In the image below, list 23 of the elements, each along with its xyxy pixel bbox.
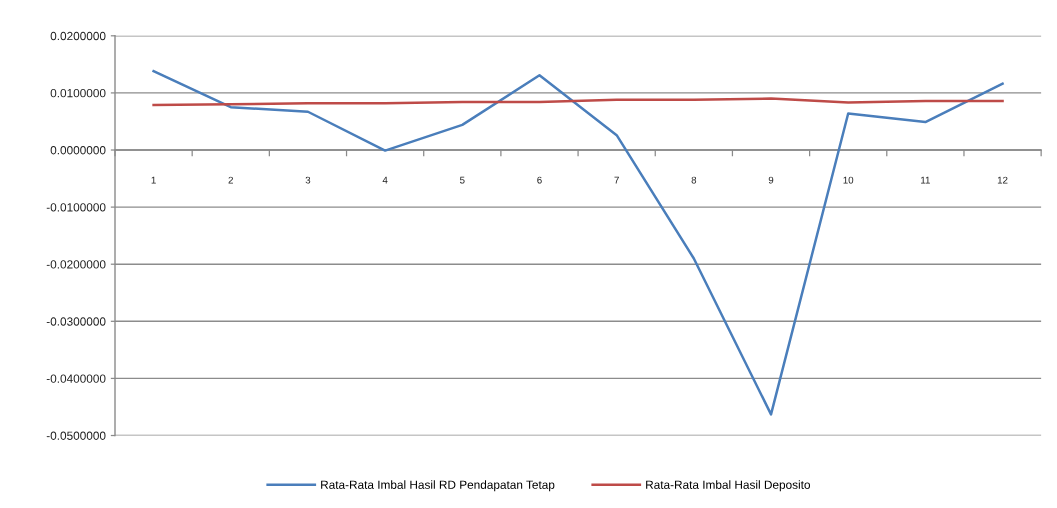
x-tick-label: 5 [459, 176, 465, 184]
x-tick-label: 6 [537, 176, 542, 184]
x-tick-label: 3 [305, 176, 311, 184]
x-tick-label: 2 [228, 176, 233, 184]
x-tick-label: 11 [921, 176, 930, 184]
y-tick-label: -0.0300000 [46, 317, 106, 326]
y-tick-label: -0.0200000 [46, 260, 106, 269]
y-tick-label: -0.0400000 [46, 374, 106, 383]
x-tick-label: 1 [151, 176, 156, 184]
y-tick-label: 0.0100000 [50, 88, 106, 98]
legend-label: Rata-Rata Imbal Hasil RD Pendapatan Tetap [321, 480, 555, 492]
x-tick-label: 9 [768, 176, 774, 184]
legend-label: Rata-Rata Imbal Hasil Deposito [646, 480, 811, 492]
x-tick-label: 8 [691, 176, 697, 184]
line-series [152, 97, 1004, 107]
x-tick-label: 12 [997, 176, 1008, 184]
y-tick-label: -0.0100000 [46, 203, 106, 212]
x-tick-label: 10 [843, 176, 854, 184]
y-tick-label: 0.0200000 [50, 31, 106, 41]
x-tick-label: 7 [614, 176, 619, 184]
x-tick-label: 4 [382, 176, 388, 184]
y-tick-label: -0.0500000 [46, 431, 106, 440]
y-tick-label: 0.0000000 [50, 146, 106, 155]
